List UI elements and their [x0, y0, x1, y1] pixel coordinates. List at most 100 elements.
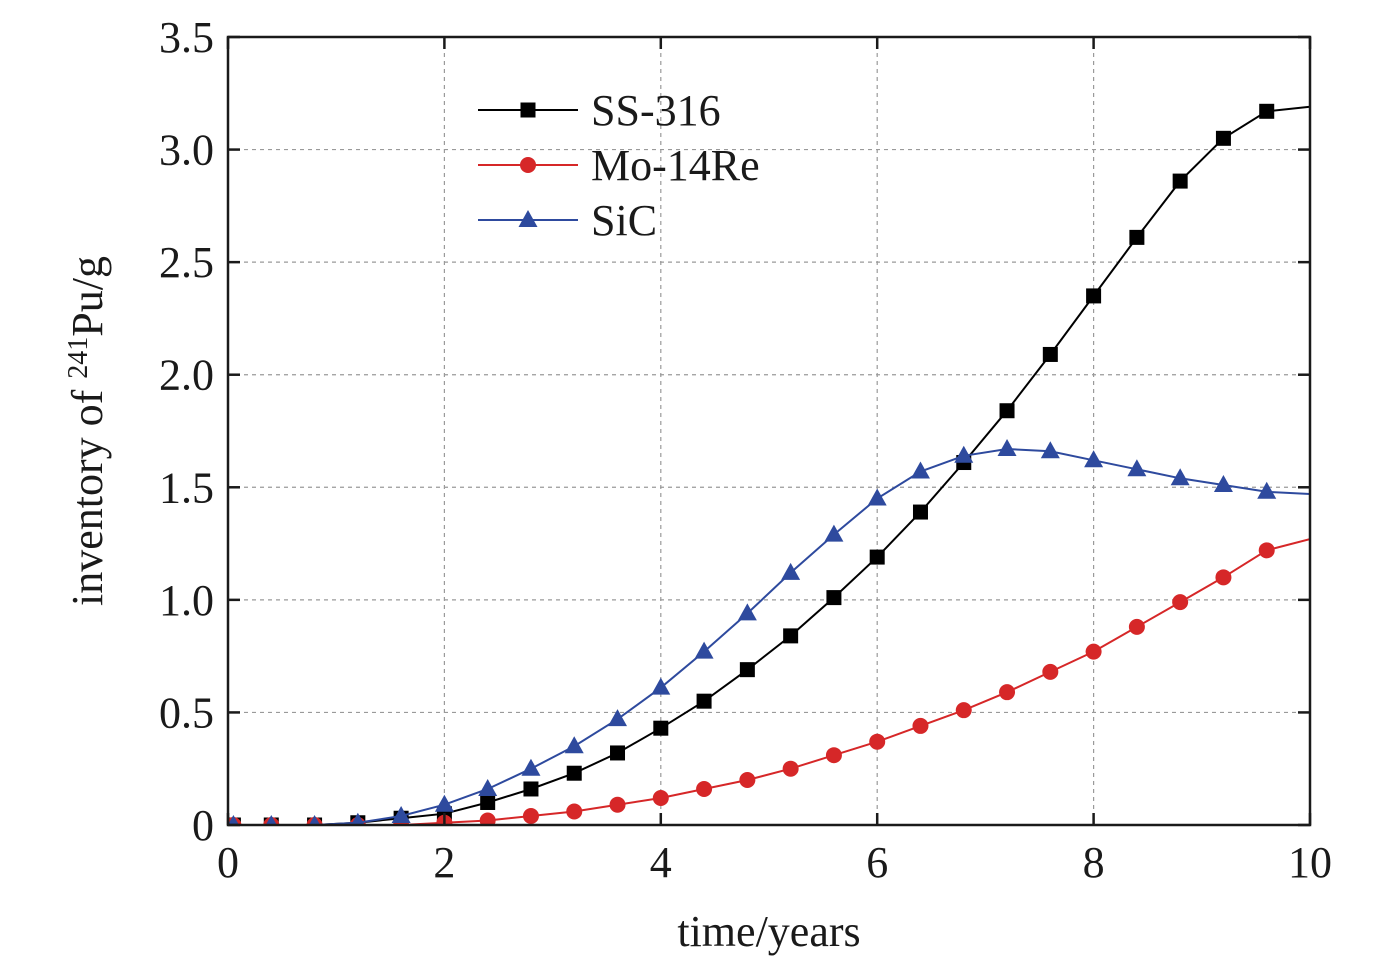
data-point-ss-316 — [653, 720, 669, 736]
data-point-ss-316 — [869, 549, 885, 565]
legend-item-ss-316: SS-316 — [478, 86, 721, 135]
y-tick-label: 1.5 — [159, 463, 214, 512]
grid-lines — [228, 37, 1310, 825]
legend-marker-mo-14re — [520, 157, 536, 173]
data-point-mo-14re — [782, 760, 799, 777]
data-point-ss-316 — [480, 794, 496, 810]
data-point-ss-316 — [1172, 173, 1188, 189]
y-tick-labels: 0 0.5 1.0 1.5 2.0 2.5 3.0 3.5 — [159, 13, 214, 850]
data-point-mo-14re — [999, 684, 1016, 701]
x-tick-label: 0 — [217, 838, 239, 887]
data-point-mo-14re — [825, 747, 842, 764]
data-point-mo-14re — [522, 807, 539, 824]
data-point-sic — [997, 439, 1017, 457]
y-tick-label: 2.0 — [159, 351, 214, 400]
x-tick-labels: 0 2 4 6 8 10 — [217, 838, 1332, 887]
y-tick-label: 2.5 — [159, 238, 214, 287]
data-point-mo-14re — [696, 780, 713, 797]
data-point-sic — [824, 524, 844, 542]
data-point-sic — [1127, 459, 1147, 477]
data-point-ss-316 — [739, 662, 755, 678]
data-point-sic — [521, 758, 541, 776]
series-mo-14re — [228, 538, 1310, 825]
y-tick-label: 0 — [192, 801, 214, 850]
data-point-ss-316 — [1042, 346, 1058, 362]
series-line-mo-14re — [233, 538, 1310, 825]
y-tick-label: 3.5 — [159, 13, 214, 62]
data-point-sic — [867, 488, 887, 506]
axis-ticks — [226, 35, 1312, 827]
data-point-sic — [564, 736, 584, 754]
series-layer — [228, 103, 1310, 825]
data-point-mo-14re — [955, 702, 972, 719]
data-point-mo-14re — [566, 803, 583, 820]
x-tick-label: 2 — [433, 838, 455, 887]
data-point-mo-14re — [1085, 643, 1102, 660]
data-point-sic — [608, 709, 628, 727]
series-line-sic — [233, 447, 1310, 825]
data-point-mo-14re — [739, 771, 756, 788]
x-axis-title: time/years — [677, 907, 860, 956]
data-point-sic — [391, 805, 411, 823]
data-point-mo-14re — [1215, 569, 1232, 586]
data-point-sic — [910, 461, 930, 479]
y-tick-label: 0.5 — [159, 688, 214, 737]
data-point-ss-316 — [566, 765, 582, 781]
y-axis-title-suffix: Pu/g — [63, 256, 112, 337]
data-point-mo-14re — [609, 796, 626, 813]
data-point-sic — [1170, 468, 1190, 486]
y-axis-title: inventory of 241Pu/g — [63, 256, 113, 606]
y-axis-title-prefix: inventory of — [63, 379, 112, 606]
data-point-sic — [1040, 441, 1060, 459]
data-point-sic — [228, 815, 239, 825]
data-point-sic — [1257, 481, 1277, 499]
y-axis-title-superscript: 241 — [63, 337, 94, 379]
data-point-ss-316 — [1129, 229, 1145, 245]
plot-frame — [226, 35, 1312, 827]
data-point-ss-316 — [1259, 103, 1275, 119]
legend-label-ss-316: SS-316 — [591, 86, 721, 135]
data-point-ss-316 — [826, 590, 842, 606]
data-point-ss-316 — [1215, 130, 1231, 146]
legend: SS-316 Mo-14Re SiC — [478, 86, 760, 245]
legend-label-sic: SiC — [591, 196, 657, 245]
y-tick-label: 3.0 — [159, 126, 214, 175]
x-tick-label: 4 — [650, 838, 672, 887]
series-line-ss-316 — [233, 105, 1310, 825]
series-ss-316 — [228, 103, 1310, 825]
data-point-sic — [651, 677, 671, 695]
data-point-mo-14re — [912, 717, 929, 734]
data-point-ss-316 — [610, 745, 626, 761]
data-point-mo-14re — [1258, 542, 1275, 559]
data-point-ss-316 — [912, 504, 928, 520]
data-point-mo-14re — [479, 812, 496, 825]
series-sic — [228, 439, 1310, 825]
data-point-sic — [434, 794, 454, 812]
y-tick-label: 1.0 — [159, 576, 214, 625]
data-point-ss-316 — [999, 403, 1015, 419]
x-tick-label: 6 — [866, 838, 888, 887]
legend-marker-ss-316 — [520, 102, 536, 118]
data-point-ss-316 — [523, 781, 539, 797]
data-point-sic — [781, 562, 801, 580]
data-point-mo-14re — [1042, 663, 1059, 680]
data-point-sic — [308, 815, 321, 825]
data-point-mo-14re — [1172, 594, 1189, 611]
legend-item-mo-14re: Mo-14Re — [478, 141, 760, 190]
data-point-ss-316 — [696, 693, 712, 709]
data-point-sic — [694, 641, 714, 659]
data-point-mo-14re — [1128, 618, 1145, 635]
data-point-sic — [478, 778, 498, 796]
data-point-sic — [737, 603, 757, 621]
data-point-sic — [1213, 475, 1233, 493]
legend-label-mo-14re: Mo-14Re — [591, 141, 760, 190]
data-point-sic — [350, 812, 365, 825]
x-tick-label: 10 — [1288, 838, 1332, 887]
legend-item-sic: SiC — [478, 196, 657, 245]
data-point-sic — [954, 445, 974, 463]
data-point-sic — [265, 815, 277, 825]
x-tick-label: 8 — [1083, 838, 1105, 887]
legend-marker-sic — [518, 210, 538, 227]
data-point-mo-14re — [869, 733, 886, 750]
